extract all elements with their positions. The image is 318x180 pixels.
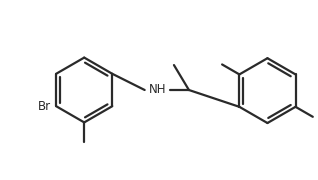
Text: NH: NH [149, 84, 166, 96]
Text: Br: Br [38, 100, 51, 113]
